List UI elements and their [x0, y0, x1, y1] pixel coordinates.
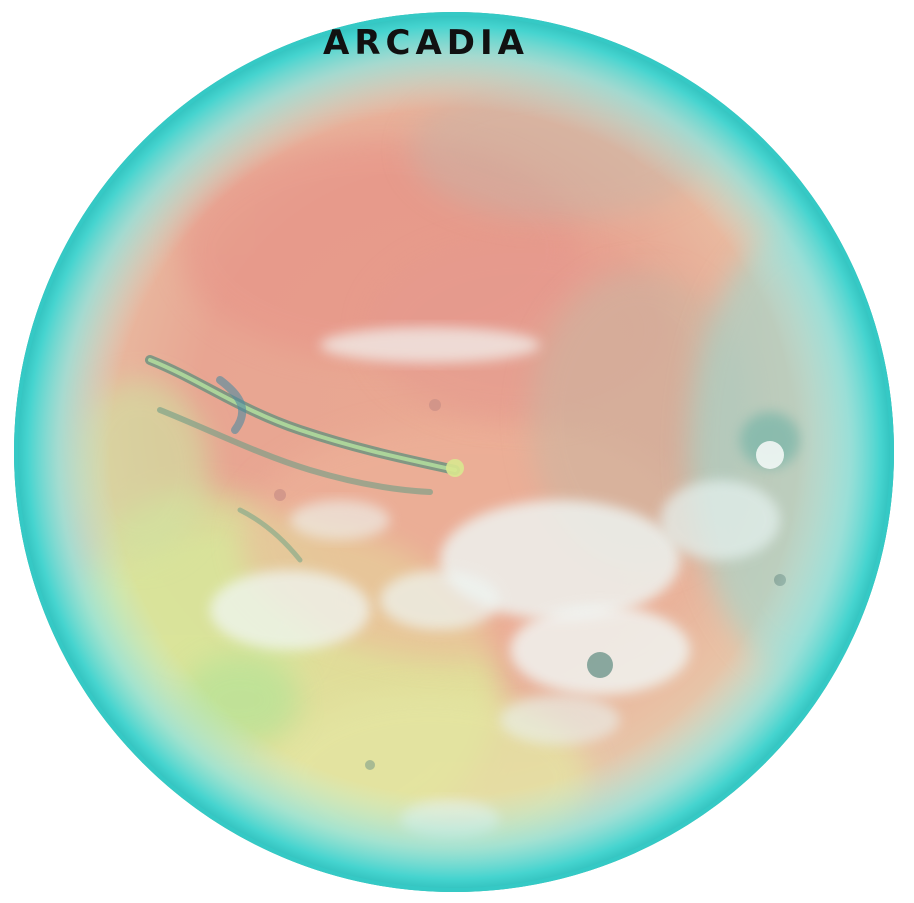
planet-title: ARCADIA — [323, 23, 529, 63]
